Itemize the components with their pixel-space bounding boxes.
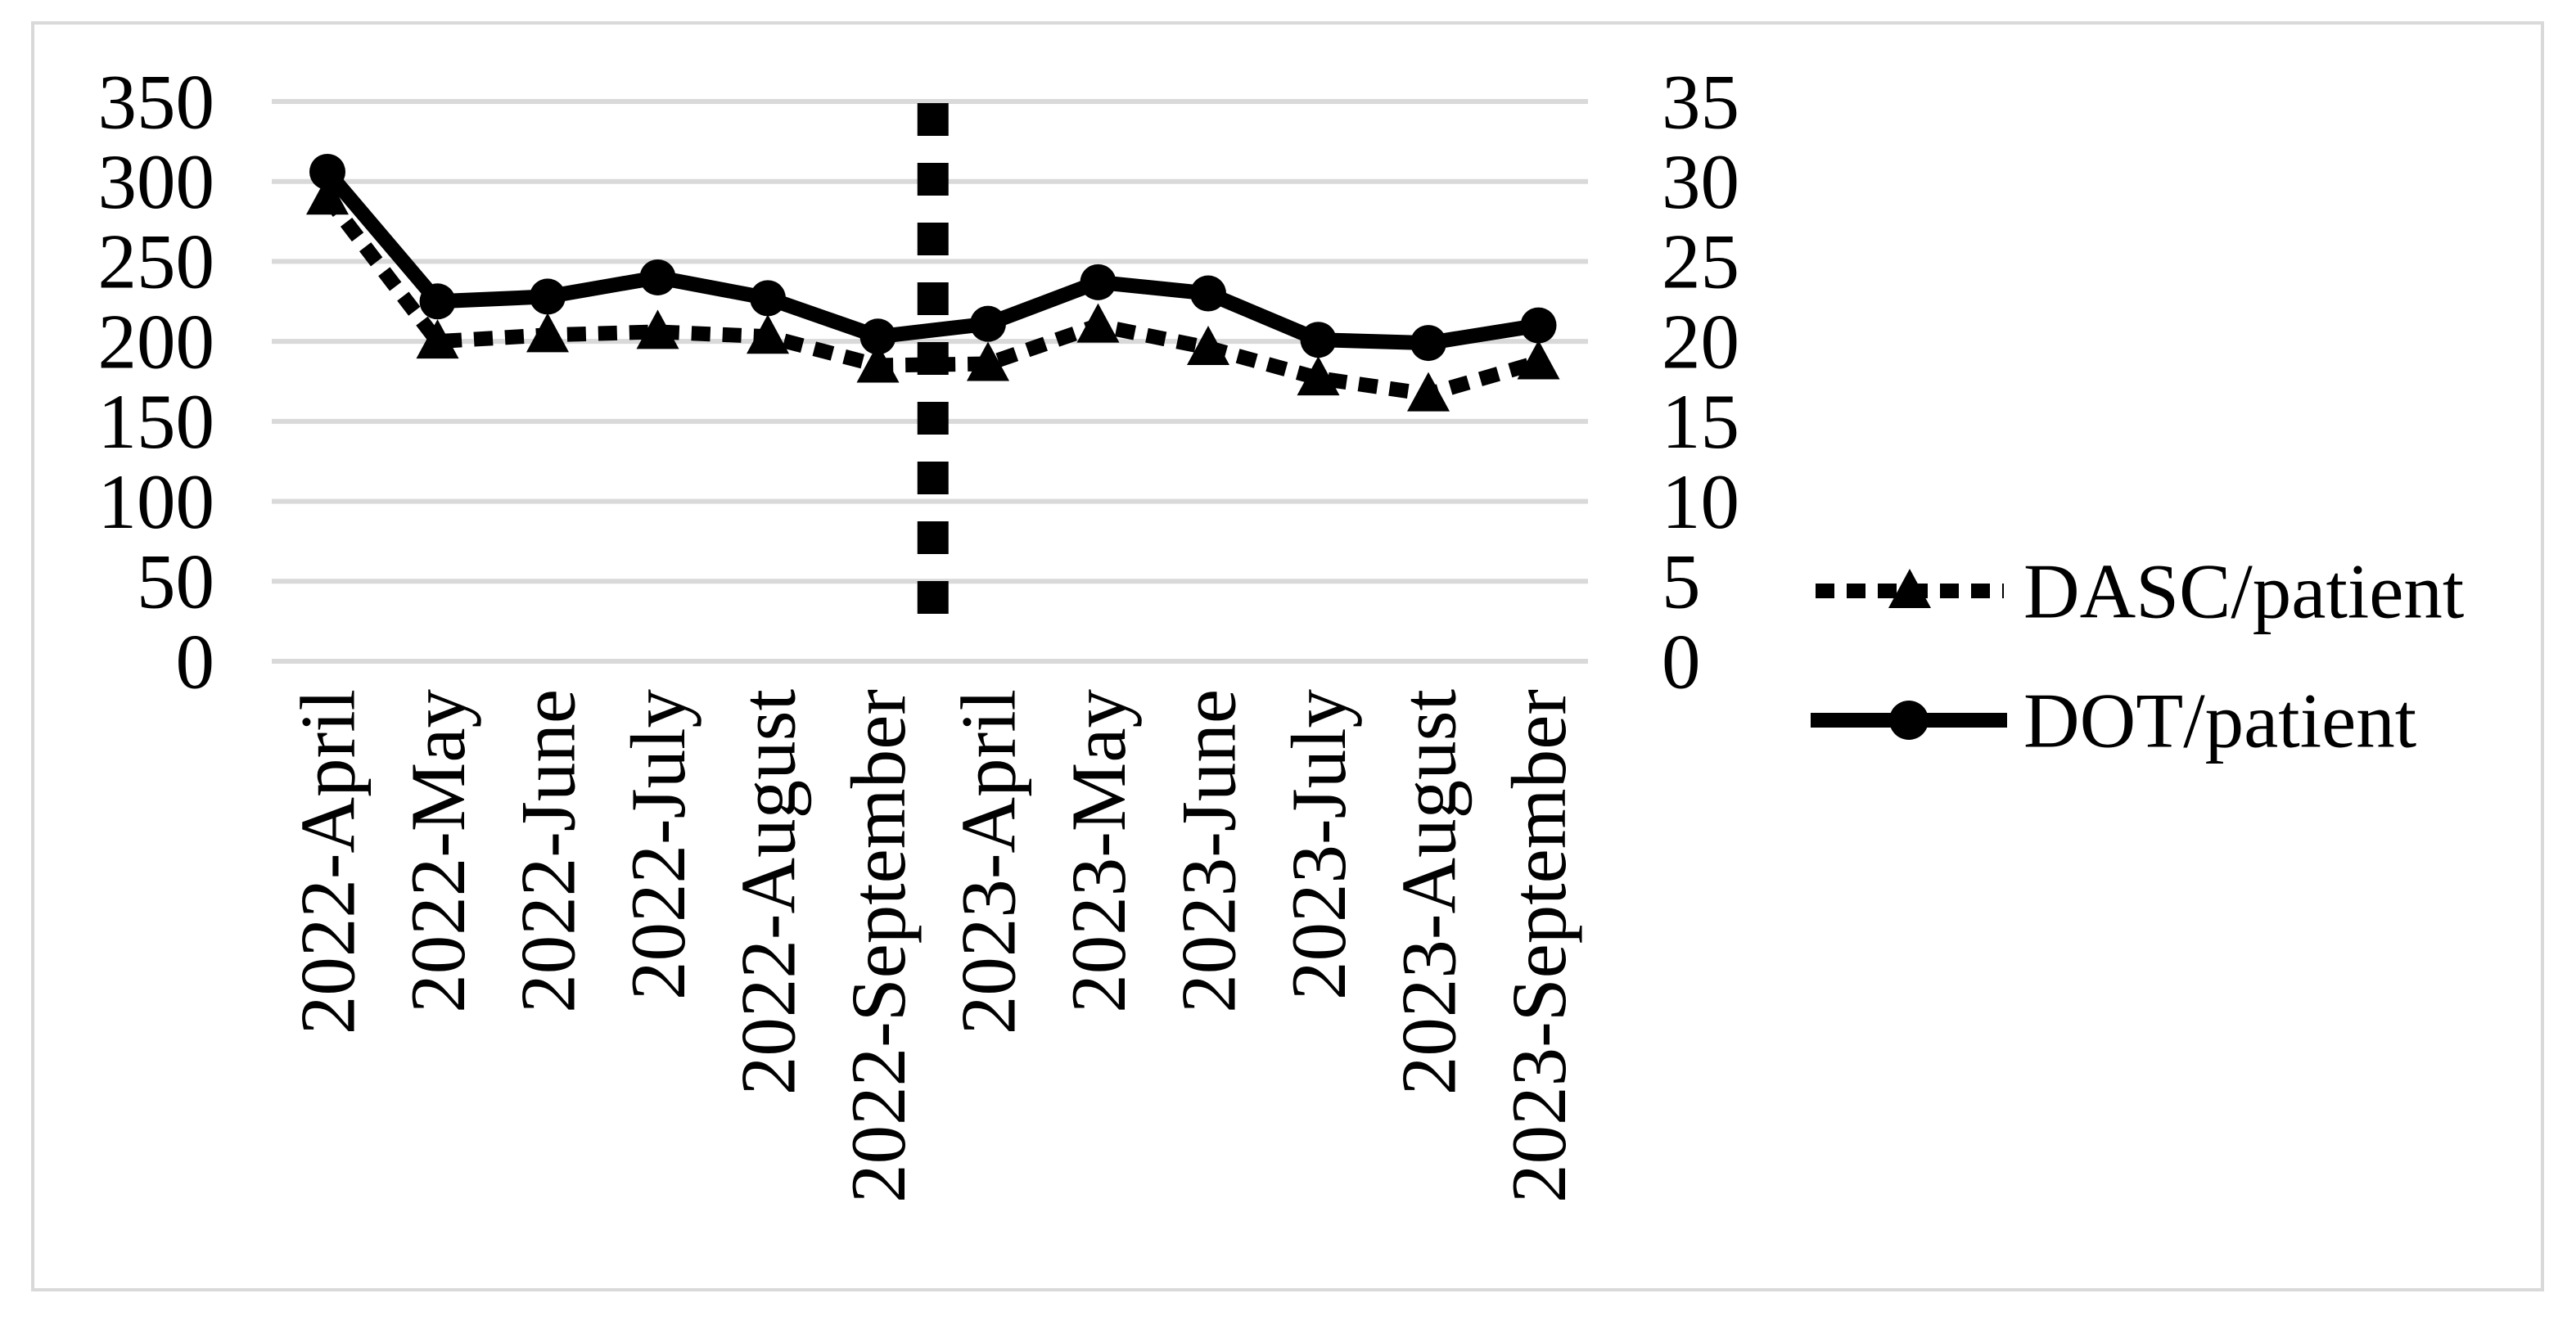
x-axis-label: 2022-August — [724, 689, 811, 1095]
series-marker-circle-dot-patient — [1520, 307, 1557, 344]
series-marker-circle-dot-patient — [859, 318, 896, 355]
x-axis-label: 2022-May — [395, 689, 481, 1013]
series-marker-circle-dot-patient — [970, 305, 1006, 342]
series-marker-circle-dot-patient — [530, 278, 566, 315]
series-marker-triangle-dasc-patient — [747, 314, 789, 354]
right-axis-tick-label: 35 — [1662, 58, 1739, 145]
series-marker-triangle-dasc-patient — [1297, 356, 1340, 396]
series-marker-triangle-dasc-patient — [526, 313, 569, 353]
chart-border — [31, 21, 2544, 1291]
right-axis-tick-label: 10 — [1662, 458, 1739, 545]
series-marker-circle-dot-patient — [1410, 325, 1446, 362]
left-axis-tick-label: 350 — [98, 58, 215, 145]
series-marker-triangle-dasc-patient — [856, 343, 900, 383]
left-axis-tick-label: 300 — [98, 138, 215, 225]
x-axis-label: 2023-April — [945, 689, 1031, 1034]
series-marker-circle-dot-patient — [1190, 275, 1226, 312]
series-marker-circle-dot-patient — [1300, 322, 1337, 358]
legend: DASC/patient DOT/patient — [1811, 548, 2464, 764]
left-axis-tick-label: 200 — [98, 298, 215, 385]
x-axis-label: 2022-June — [504, 689, 591, 1013]
x-axis-label: 2023-May — [1055, 689, 1142, 1013]
series-marker-triangle-dasc-patient — [1517, 340, 1560, 380]
left-axis-tick-label: 50 — [137, 539, 214, 625]
series-marker-triangle-dasc-patient — [967, 341, 1009, 381]
right-axis-tick-label: 5 — [1662, 539, 1701, 625]
right-axis-tick-label: 0 — [1662, 618, 1701, 705]
series-layer — [306, 153, 1560, 412]
series-marker-triangle-dasc-patient — [1407, 372, 1450, 412]
legend-item-dot: DOT/patient — [1811, 677, 2416, 764]
left-axis-tick-label: 250 — [98, 219, 215, 305]
x-axis-label: 2023-August — [1385, 689, 1472, 1095]
right-axis-tick-label: 30 — [1662, 138, 1739, 225]
legend-label-dot: DOT/patient — [2023, 677, 2416, 764]
series-marker-triangle-dasc-patient — [1076, 303, 1120, 343]
series-line-dasc-patient — [321, 192, 1541, 402]
legend-label-dasc: DASC/patient — [2023, 548, 2464, 634]
x-axis-label: 2023-September — [1496, 689, 1582, 1203]
x-axis-label: 2022-July — [615, 689, 702, 1001]
x-axis-label: 2023-June — [1165, 689, 1252, 1013]
legend-triangle-marker-icon — [1888, 569, 1931, 608]
legend-circle-marker-icon — [1889, 701, 1929, 740]
left-axis-tick-label: 0 — [176, 618, 215, 705]
series-marker-circle-dot-patient — [419, 283, 456, 320]
left-axis-tick-label: 150 — [98, 378, 215, 465]
series-marker-circle-dot-patient — [309, 153, 345, 190]
right-axis-tick-label: 25 — [1662, 219, 1739, 305]
x-axis-label: 2023-July — [1275, 689, 1362, 1001]
right-axis-tick-label: 20 — [1662, 298, 1739, 385]
x-axis-label: 2022-April — [284, 689, 371, 1034]
series-marker-triangle-dasc-patient — [1187, 325, 1229, 365]
series-line-dot-patient — [322, 167, 1540, 351]
series-marker-triangle-dasc-patient — [416, 319, 459, 359]
x-axis-label: 2022-September — [835, 689, 922, 1203]
series-marker-circle-dot-patient — [1080, 264, 1117, 300]
x-axis: 2022-April 2022-May 2022-June 2022-July 2022… — [284, 689, 1582, 1203]
series-marker-triangle-dasc-patient — [636, 309, 679, 349]
series-marker-circle-dot-patient — [750, 280, 786, 317]
series-marker-triangle-dasc-patient — [306, 175, 349, 215]
series-marker-circle-dot-patient — [639, 259, 676, 295]
right-axis-tick-label: 15 — [1662, 378, 1739, 465]
legend-item-dasc: DASC/patient — [1816, 548, 2464, 634]
left-axis-tick-label: 100 — [98, 458, 215, 545]
